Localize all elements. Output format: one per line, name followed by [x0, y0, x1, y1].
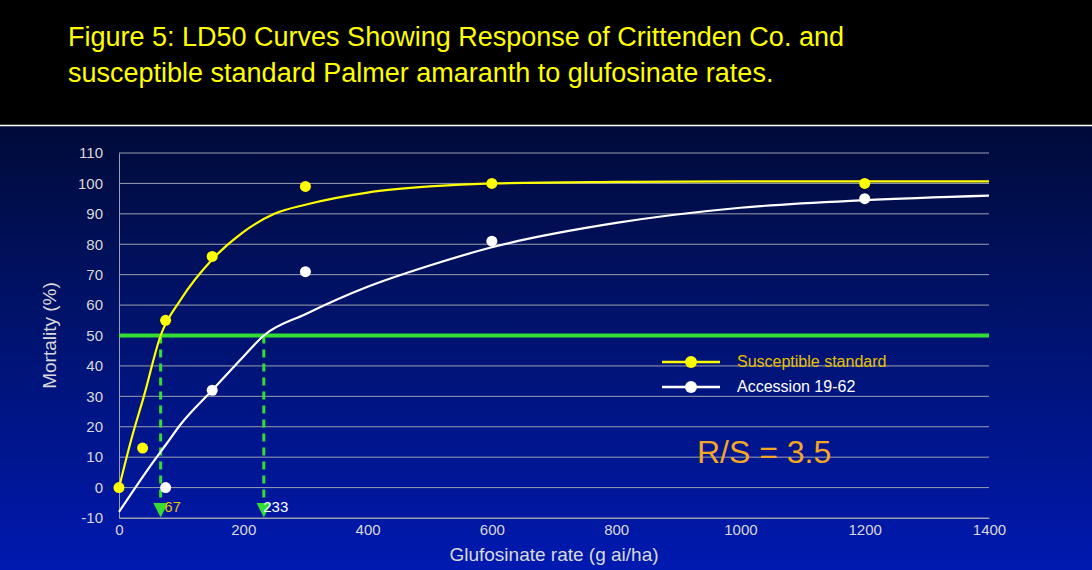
legend-marker: [685, 381, 697, 393]
grid-line: [119, 274, 989, 275]
x-tick-label: 800: [604, 521, 629, 538]
y-tick-label: 50: [86, 327, 103, 344]
y-tick: 10: [86, 448, 119, 465]
grid-line: [119, 396, 989, 397]
legend: Susceptible standard Accession 19-62: [662, 353, 886, 395]
x-tick: 400: [356, 518, 381, 538]
x-tick: 600: [480, 518, 505, 538]
y-tick-label: 90: [86, 205, 103, 222]
y-tick: 50: [86, 327, 119, 344]
chart: Figure 5: LD50 Curves Showing Response o…: [0, 0, 1092, 570]
y-tick-label: 10: [86, 448, 103, 465]
y-axis: -10 0 10 20 30 40 50 60 70 80 90 100 110: [78, 144, 120, 526]
x-axis-line: [120, 518, 990, 519]
y-tick-label: -10: [81, 509, 103, 526]
x-tick: 0: [115, 518, 123, 538]
title: Figure 5: LD50 Curves Showing Response o…: [68, 22, 844, 52]
x-tick-label: 1000: [724, 521, 757, 538]
threshold-line: [119, 334, 989, 338]
x-tick: 1000: [724, 518, 757, 538]
grid-line: [119, 335, 989, 336]
ld50-arrow: [262, 336, 265, 511]
data-point: [300, 266, 311, 277]
x-tick-label: 400: [356, 521, 381, 538]
y-tick-label: 80: [86, 236, 103, 253]
y-tick-label: 0: [95, 479, 103, 496]
y-tick: 40: [86, 357, 119, 374]
grid-line: [119, 305, 989, 306]
x-axis: 0 200 400 600 800 1000 1200 1400: [115, 518, 1006, 538]
ld50-label: 233: [263, 498, 288, 515]
x-axis-title: Glufosinate rate (g ai/ha): [449, 544, 658, 565]
y-tick: 110: [79, 144, 119, 161]
y-tick-label: 110: [79, 144, 103, 161]
x-tick: 1200: [849, 518, 882, 538]
title-band: [0, 0, 1092, 125]
y-tick: 60: [86, 296, 119, 313]
fit-curve: [119, 196, 989, 512]
grid-line: [119, 426, 989, 427]
title: susceptible standard Palmer amaranth to …: [68, 58, 773, 88]
y-tick-label: 30: [86, 388, 103, 405]
x-tick-label: 1200: [849, 521, 882, 538]
grid-line: [119, 518, 989, 519]
data-point: [300, 181, 311, 192]
x-tick-label: 600: [480, 521, 505, 538]
data-point: [486, 236, 497, 247]
data-point: [207, 251, 218, 262]
fit-curve: [119, 181, 989, 487]
grid-line: [119, 213, 989, 214]
legend-label: Accession 19-62: [737, 378, 855, 395]
y-tick: 20: [86, 418, 119, 435]
data-point: [114, 482, 125, 493]
grid-line: [119, 487, 989, 488]
x-tick-label: 200: [231, 521, 256, 538]
x-tick: 1400: [973, 518, 1006, 538]
y-tick: 70: [86, 266, 119, 283]
grid: [119, 153, 989, 518]
grid-line: [119, 153, 989, 154]
data-point: [859, 178, 870, 189]
data-point: [160, 315, 171, 326]
annotation: R/S = 3.5: [697, 434, 831, 470]
data-point: [160, 482, 171, 493]
y-tick-label: 100: [78, 175, 103, 192]
data-point: [486, 178, 497, 189]
y-tick: 30: [86, 388, 119, 405]
legend-marker: [685, 356, 697, 368]
y-tick: -10: [81, 509, 119, 526]
x-tick: 800: [604, 518, 629, 538]
y-axis-title: Mortality (%): [39, 282, 60, 389]
background: [0, 0, 1092, 570]
legend-label: Susceptible standard: [737, 353, 886, 370]
y-tick-label: 40: [86, 357, 103, 374]
ld50-label: 67: [164, 498, 181, 515]
y-tick: 100: [78, 175, 119, 192]
plot-area: [114, 178, 990, 512]
grid-line: [119, 457, 989, 458]
x-tick-label: 1400: [973, 521, 1006, 538]
y-tick-label: 20: [86, 418, 103, 435]
x-tick: 200: [231, 518, 256, 538]
data-point: [137, 443, 148, 454]
y-tick-label: 70: [86, 266, 103, 283]
data-point: [859, 193, 870, 204]
y-tick: 80: [86, 236, 119, 253]
y-tick: 90: [86, 205, 119, 222]
grid-line: [119, 244, 989, 245]
y-tick-label: 60: [86, 296, 103, 313]
title-rule: [0, 125, 1092, 127]
data-point: [207, 385, 218, 396]
x-tick-label: 0: [115, 521, 123, 538]
